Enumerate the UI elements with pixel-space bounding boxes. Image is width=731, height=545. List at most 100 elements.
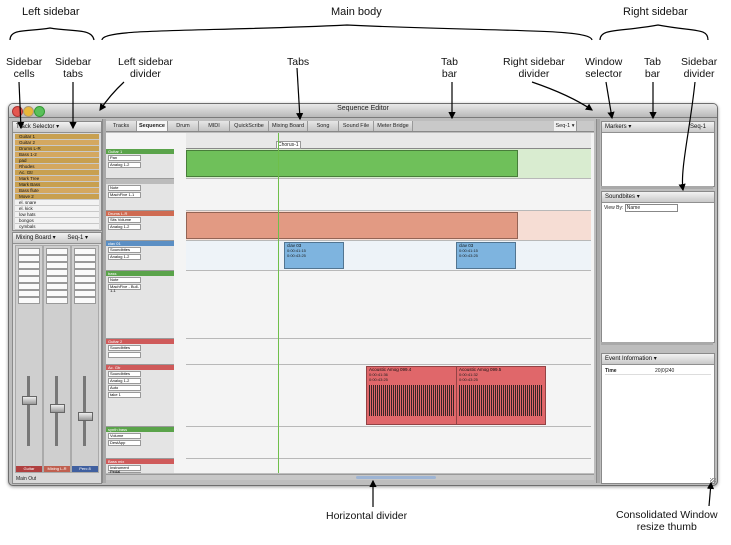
horizontal-divider[interactable] <box>106 474 594 480</box>
track-selector-item[interactable]: cello fx <box>15 230 99 231</box>
track-lane[interactable] <box>186 179 591 211</box>
mixer-insert-slot[interactable] <box>46 290 68 297</box>
mixer-insert-slot[interactable] <box>46 276 68 283</box>
track-header[interactable]: Note MachFive 1-1 <box>106 179 174 211</box>
mixer-insert-slot[interactable] <box>74 290 96 297</box>
track-setting-select[interactable]: Analog 1-2 <box>108 472 141 473</box>
left-sidebar-divider[interactable] <box>102 119 106 483</box>
event-information-tab[interactable]: Event Information ▾ <box>602 354 714 365</box>
timeline-ruler[interactable]: Chorus-1 <box>186 133 591 149</box>
mixer-fader-knob[interactable] <box>50 404 65 413</box>
track-lane[interactable] <box>186 211 591 241</box>
track-setting-select[interactable]: MachFive - Bull-1-1 <box>108 284 141 293</box>
track-selector-item[interactable]: Rhodes <box>15 164 99 170</box>
track-setting-select[interactable]: Volume <box>108 433 141 439</box>
right-sidebar-cell-divider[interactable] <box>601 186 713 189</box>
track-setting-select[interactable]: Analog 1-2 <box>108 224 141 230</box>
zoom-button[interactable] <box>34 106 45 117</box>
track-setting-select[interactable]: Auto <box>108 385 141 391</box>
track-setting-select[interactable]: Instrument Pedal <box>108 465 141 473</box>
track-setting-select[interactable]: Pan <box>108 155 141 161</box>
track-lane[interactable] <box>186 459 591 473</box>
track-setting-select[interactable]: Soundbites <box>108 371 141 377</box>
mixer-insert-slot[interactable] <box>18 269 40 276</box>
track-lane[interactable] <box>186 427 591 459</box>
tab-sequence[interactable]: Sequence <box>137 121 168 131</box>
mixer-insert-slot[interactable] <box>18 248 40 255</box>
mixer-insert-slot[interactable] <box>46 283 68 290</box>
mixer-insert-slot[interactable] <box>18 297 40 304</box>
track-setting-select[interactable] <box>108 352 141 358</box>
track-selector-item[interactable]: Bass flute <box>15 188 99 194</box>
tab-mixing-board[interactable]: Mixing Board <box>269 121 308 131</box>
acoustic-clip-1[interactable]: Acoustic Amog 099.4 0:00:41:36 0:00:43:25 <box>366 366 458 425</box>
tab-song[interactable]: Song <box>308 121 339 131</box>
mixer-insert-slot[interactable] <box>18 255 40 262</box>
track-setting-select[interactable]: DestApp <box>108 440 141 446</box>
mixer-insert-slot[interactable] <box>74 255 96 262</box>
clav-clip-1[interactable]: clav 03 0:00:41:15 0:00:43:25 <box>284 242 344 269</box>
track-selector-item[interactable]: cymbals <box>15 224 99 230</box>
view-by-select[interactable]: Name <box>624 204 678 212</box>
tab-midi[interactable]: MIDI <box>199 121 230 131</box>
tab-sound-file[interactable]: Sound File <box>339 121 374 131</box>
track-header[interactable]: bass Note MachFive - Bull-1-1 <box>106 271 174 339</box>
track-selector-item[interactable]: low hats <box>15 212 99 218</box>
track-setting-select[interactable]: Analog 1-2 <box>108 162 141 168</box>
close-button[interactable] <box>12 106 23 117</box>
mixing-board-tab[interactable]: Mixing Board ▾ Seq-1 ▾ <box>13 233 101 244</box>
acoustic-clip-2[interactable]: Acoustic Amog 099.5 0:00:41:32 0:00:43:25 <box>456 366 546 425</box>
track-selector-item[interactable]: Drums L-R <box>15 146 99 152</box>
track-header[interactable]: clav 01 Soundbites Analog 1-2 <box>106 241 174 271</box>
track-selector-item[interactable]: Mark Bass <box>15 182 99 188</box>
markers-window-selector[interactable]: Markers ▾ Seq-1 <box>602 122 714 133</box>
track-setting-select[interactable]: Soundbites <box>108 247 141 253</box>
drums-clip[interactable] <box>186 212 518 239</box>
track-selector-item[interactable]: el. kick <box>15 206 99 212</box>
right-sidebar-cell-divider-2[interactable] <box>601 342 713 345</box>
track-setting-select[interactable]: Note <box>108 185 141 191</box>
tab-drum[interactable]: Drum <box>168 121 199 131</box>
track-selector-item[interactable]: bongos <box>15 218 99 224</box>
mixer-fader-knob[interactable] <box>78 412 93 421</box>
mixer-insert-slot[interactable] <box>74 276 96 283</box>
horizontal-scrollbar-thumb[interactable] <box>356 476 436 479</box>
track-setting-select[interactable]: Soundbites <box>108 345 141 351</box>
mixer-insert-slot[interactable] <box>74 262 96 269</box>
title-bar[interactable]: Sequence Editor <box>9 104 717 118</box>
clav-clip-2[interactable]: clav 03 0:00:41:15 0:00:43:25 <box>456 242 516 269</box>
mixer-insert-slot[interactable] <box>46 297 68 304</box>
track-selector-tab[interactable]: Track Selector ▾ <box>13 122 101 133</box>
track-lane[interactable] <box>186 339 591 365</box>
mixer-insert-slot[interactable] <box>74 248 96 255</box>
minimize-button[interactable] <box>23 106 34 117</box>
tab-meter-bridge[interactable]: Meter Bridge <box>374 121 413 131</box>
guitar-clip[interactable] <box>186 150 518 177</box>
mixer-fader-knob[interactable] <box>22 396 37 405</box>
track-lane[interactable]: Acoustic Amog 099.4 0:00:41:36 0:00:43:25 A… <box>186 365 591 427</box>
track-lane[interactable] <box>186 149 591 179</box>
track-setting-select[interactable]: Note <box>108 277 141 283</box>
mixer-insert-slot[interactable] <box>18 290 40 297</box>
mixer-insert-slot[interactable] <box>18 283 40 290</box>
mixer-insert-slot[interactable] <box>74 269 96 276</box>
track-setting-select[interactable]: MachFive 1-1 <box>108 192 141 198</box>
mixer-insert-slot[interactable] <box>74 283 96 290</box>
soundbites-tab[interactable]: Soundbites ▾ <box>602 192 714 203</box>
track-header[interactable]: Drums L-R Sits Volume Analog 1-2 <box>106 211 174 241</box>
track-header[interactable]: Guitar 2 Soundbites <box>106 339 174 365</box>
track-setting-select[interactable]: Sits Volume <box>108 217 141 223</box>
mixer-insert-slot[interactable] <box>46 255 68 262</box>
sequence-selector[interactable]: Seq-1 ▾ <box>554 121 577 131</box>
track-selector-item[interactable]: Mark Tree <box>15 176 99 182</box>
track-selector-item[interactable]: Move 2 <box>15 194 99 200</box>
track-setting-select[interactable]: Analog 1-2 <box>108 378 141 384</box>
track-selector-item[interactable]: Bass 1-2 <box>15 152 99 158</box>
track-selector-item[interactable]: Guitar 1 <box>15 134 99 140</box>
track-setting-select[interactable]: Analog 1-2 <box>108 254 141 260</box>
resize-thumb[interactable] <box>710 478 716 484</box>
mixer-insert-slot[interactable] <box>18 276 40 283</box>
track-header[interactable]: Ac. Gtr Soundbites Analog 1-2 Auto take 1 <box>106 365 174 427</box>
mixer-insert-slot[interactable] <box>46 262 68 269</box>
